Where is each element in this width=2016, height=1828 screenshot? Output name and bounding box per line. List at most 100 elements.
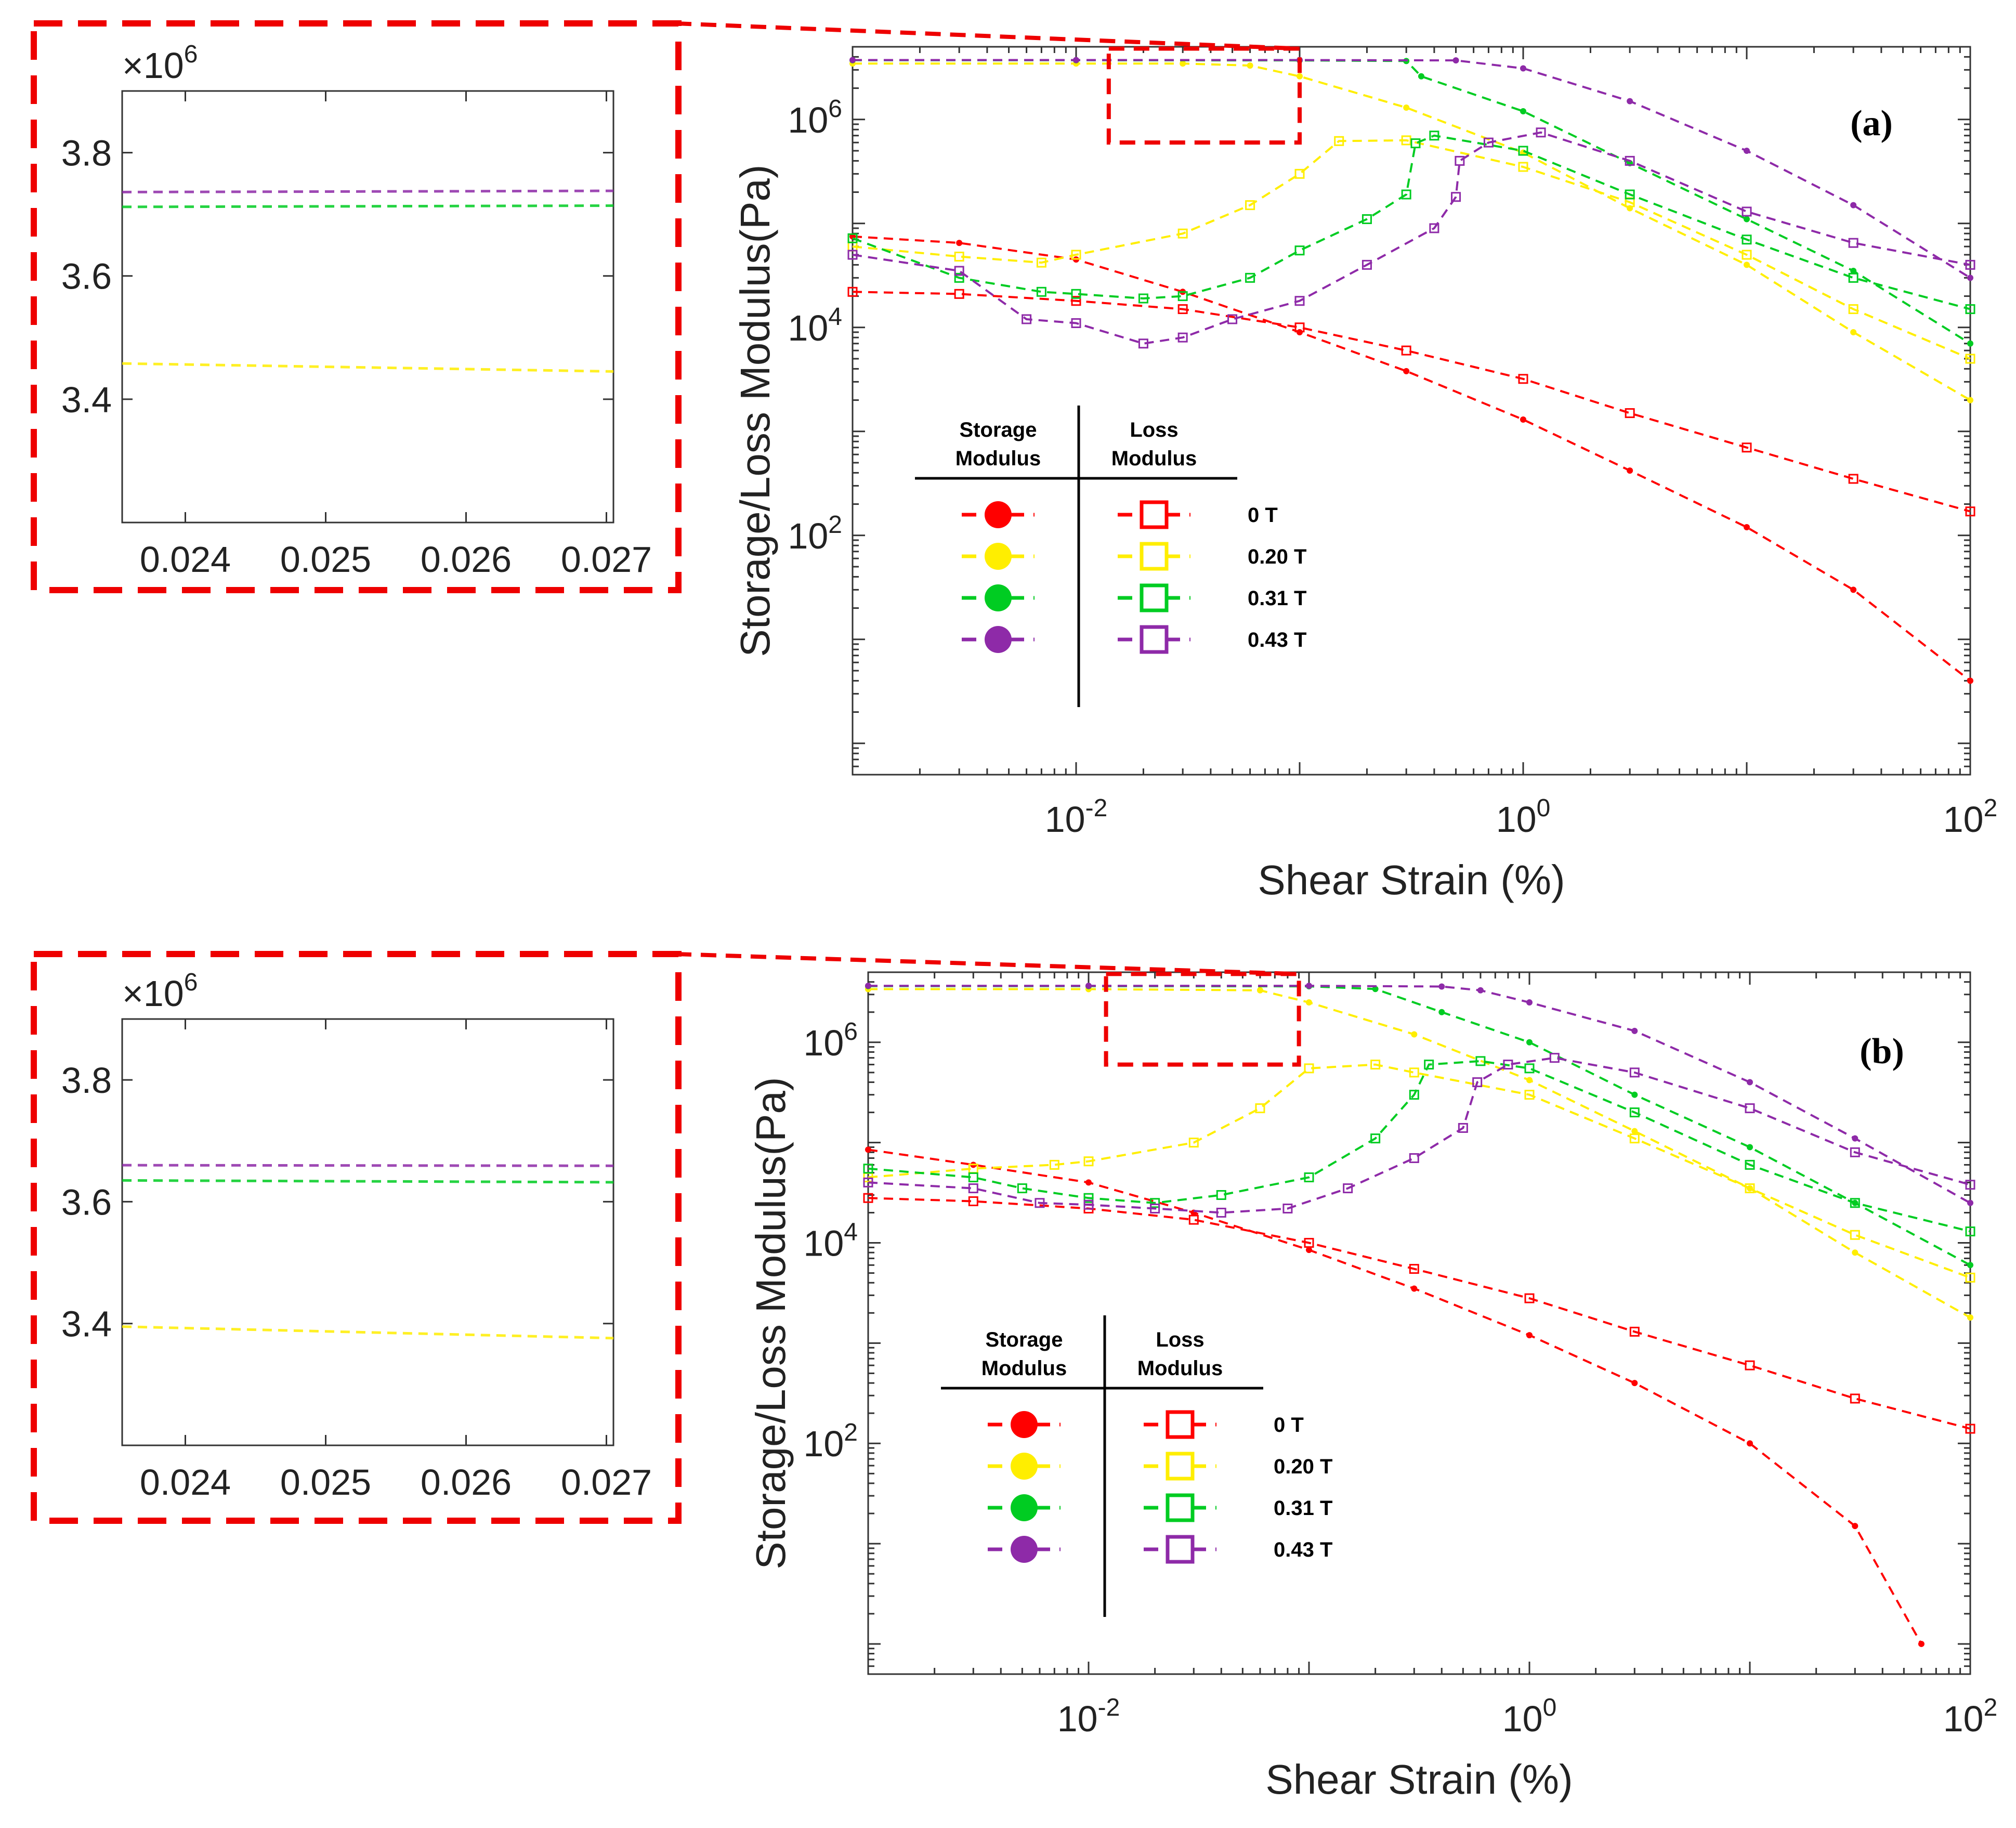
data-point-loss (1409, 1090, 1419, 1100)
legend-storage-marker (985, 501, 1012, 528)
data-point-storage (1967, 677, 1973, 684)
data-point-loss (1216, 1190, 1226, 1200)
data-point-storage (1967, 1262, 1973, 1269)
zoom-region-box (1104, 972, 1301, 1067)
legend-entry-label: 0 T (1248, 504, 1278, 527)
data-point-loss (1848, 238, 1858, 248)
legend-storage-header: Storage (986, 1328, 1063, 1351)
data-point-loss (1965, 1272, 1975, 1283)
inset-multiplier-exponent: 6 (184, 41, 198, 68)
data-point-loss (1410, 138, 1421, 149)
data-point-loss (1177, 304, 1188, 315)
legend-entry-label: 0 T (1274, 1414, 1304, 1437)
data-point-storage (1747, 1144, 1753, 1151)
data-point-loss (847, 233, 858, 243)
data-point-loss (1227, 314, 1238, 324)
data-point-loss (1745, 1103, 1755, 1114)
data-point-storage (1631, 1380, 1638, 1387)
inset-y-tick-label: 3.6 (61, 1182, 112, 1222)
panel-label: (b) (1860, 1031, 1904, 1072)
inset-x-tick-label: 0.024 (140, 1462, 231, 1503)
data-point-storage (1526, 1039, 1533, 1046)
x-tick-label-base: 10 (1045, 799, 1085, 840)
legend-entry-label: 0.20 T (1274, 1455, 1332, 1478)
data-point-loss (1850, 1147, 1860, 1157)
data-point-storage (1085, 983, 1092, 989)
data-point-loss (1083, 1156, 1094, 1167)
legend-storage-marker (1011, 1411, 1038, 1438)
legend-storage-marker (1011, 1453, 1038, 1480)
data-point-storage (1256, 987, 1263, 994)
series-line-loss (868, 1056, 1971, 1214)
legend-storage-header: Storage (960, 419, 1037, 441)
data-point-loss (1424, 1060, 1434, 1070)
data-point-loss (968, 1196, 978, 1206)
data-point-loss (1518, 146, 1528, 156)
y-tick-label-exponent: 6 (828, 95, 842, 123)
legend-entry-label: 0.43 T (1274, 1538, 1332, 1561)
legend-storage-marker (1011, 1536, 1038, 1563)
data-point-loss (1518, 162, 1528, 172)
data-point-loss (1850, 1198, 1860, 1208)
legend-loss-header: Loss (1156, 1328, 1204, 1351)
data-point-loss (1742, 250, 1752, 260)
data-point-loss (1022, 314, 1032, 324)
legend: Storage Modulus Loss Modulus 0 T 0.20 T 0.31 T… (941, 1315, 1332, 1617)
data-point-storage (1403, 368, 1410, 374)
data-point-loss (1745, 1183, 1755, 1194)
axes-frame (867, 971, 1971, 1675)
data-point-storage (1372, 986, 1379, 993)
inset-axes-frame (121, 1018, 614, 1446)
data-point-storage (1403, 105, 1410, 111)
data-point-loss (1472, 1077, 1483, 1088)
data-point-loss (1401, 189, 1411, 200)
data-point-storage (1631, 1091, 1638, 1098)
data-point-loss (863, 1177, 873, 1187)
data-point-loss (1255, 1103, 1265, 1114)
data-point-loss (1536, 127, 1546, 138)
data-point-loss (863, 1164, 873, 1174)
legend-loss-marker (1166, 1452, 1195, 1481)
legend-loss-marker (1140, 500, 1169, 529)
data-point-loss (1483, 137, 1494, 148)
data-point-storage (1438, 1009, 1445, 1015)
data-point-storage (1520, 416, 1526, 423)
inset-y-tick-label: 3.6 (61, 256, 112, 297)
data-point-storage (1306, 1247, 1312, 1254)
data-point-storage (956, 240, 963, 246)
data-point-loss (1524, 1090, 1535, 1100)
data-point-loss (1524, 1063, 1535, 1074)
y-tick-label: 104 (803, 1219, 858, 1264)
legend-entry-label: 0.43 T (1248, 629, 1306, 651)
data-point-loss (1177, 332, 1188, 343)
y-tick-label-base: 10 (788, 100, 828, 140)
inset-x-tick-label: 0.025 (280, 1462, 371, 1503)
legend-loss-marker (1166, 1535, 1195, 1564)
data-point-storage (849, 57, 856, 63)
data-point-storage (1850, 267, 1857, 274)
data-point-loss (1742, 206, 1752, 217)
x-tick-label-exponent: 2 (1984, 1694, 1998, 1721)
data-point-loss (1409, 1153, 1419, 1164)
data-point-loss (1742, 234, 1752, 245)
data-point-loss (1216, 1207, 1226, 1218)
inset-y-tick-label: 3.8 (61, 133, 112, 174)
data-point-loss (968, 1172, 978, 1183)
data-point-loss (1035, 1198, 1045, 1208)
legend-storage-header: Modulus (955, 447, 1041, 470)
data-point-loss (1150, 1203, 1160, 1213)
data-point-loss (1524, 1293, 1535, 1303)
inset-x-tick-label: 0.024 (140, 539, 231, 580)
inset-multiplier-exponent: 6 (184, 969, 198, 996)
data-point-loss (1083, 1193, 1094, 1203)
data-point-storage (865, 1146, 871, 1153)
data-point-loss (1304, 1238, 1314, 1248)
data-point-loss (1188, 1138, 1199, 1148)
legend-entry-label: 0.20 T (1248, 545, 1306, 568)
y-tick-label-exponent: 2 (828, 511, 842, 539)
data-point-storage (1520, 108, 1526, 114)
data-point-storage (1850, 202, 1857, 208)
y-tick-label: 102 (788, 511, 842, 556)
